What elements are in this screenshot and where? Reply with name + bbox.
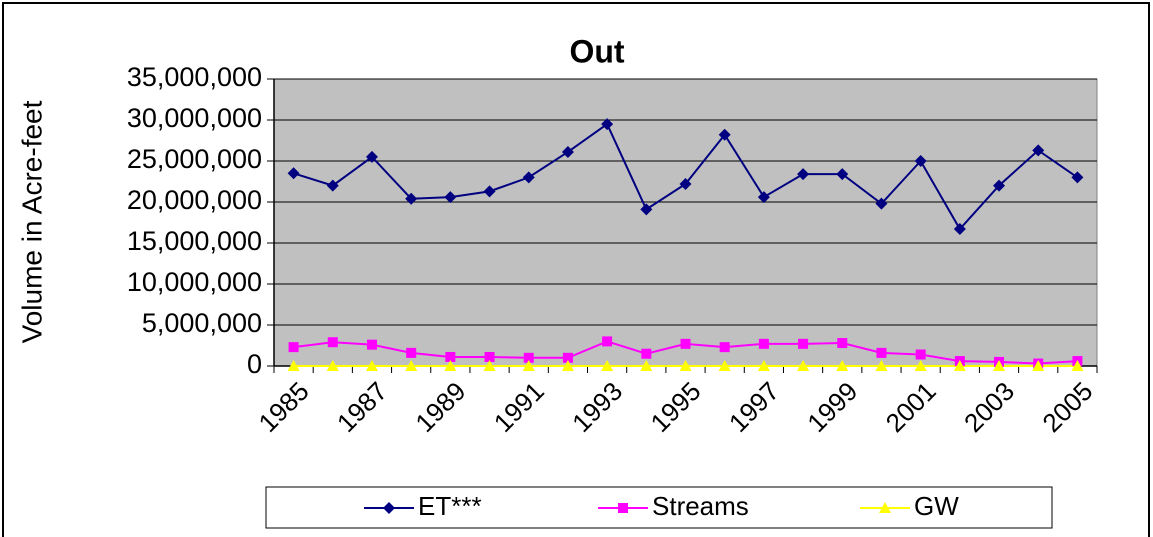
marker	[914, 155, 927, 167]
marker	[875, 197, 888, 210]
marker	[366, 339, 377, 350]
y-tick-label: 25,000,000	[127, 144, 262, 174]
marker	[365, 150, 378, 163]
marker	[405, 192, 418, 205]
marker	[757, 191, 770, 204]
marker	[287, 167, 300, 180]
marker	[797, 360, 810, 371]
marker	[561, 360, 574, 371]
marker	[718, 128, 731, 141]
marker	[641, 348, 652, 359]
marker	[326, 360, 339, 371]
marker	[562, 352, 573, 363]
marker	[758, 338, 769, 349]
marker	[797, 168, 810, 181]
marker	[1071, 360, 1084, 371]
marker	[836, 360, 849, 371]
marker	[602, 336, 613, 347]
marker	[915, 349, 926, 360]
marker	[288, 342, 299, 353]
marker	[523, 352, 534, 363]
marker	[879, 502, 891, 513]
marker	[601, 118, 614, 131]
marker	[640, 360, 653, 371]
marker	[640, 203, 653, 216]
marker	[561, 145, 574, 158]
marker	[383, 502, 395, 514]
y-axis-label: Volume in Acre-feet	[16, 100, 47, 343]
chart-title: Out	[569, 33, 624, 69]
marker	[876, 347, 887, 358]
marker	[522, 171, 535, 184]
marker	[444, 360, 457, 371]
marker	[326, 179, 339, 192]
marker	[484, 351, 495, 362]
marker	[953, 223, 966, 236]
marker	[757, 360, 770, 371]
marker	[406, 347, 417, 358]
marker	[837, 338, 848, 349]
marker	[993, 360, 1006, 371]
marker	[405, 360, 418, 371]
marker	[679, 177, 692, 190]
marker	[914, 360, 927, 371]
y-tick-label: 10,000,000	[127, 267, 262, 297]
y-tick-label: 5,000,000	[142, 308, 262, 338]
marker	[483, 360, 496, 371]
marker	[1032, 360, 1045, 371]
marker	[365, 360, 378, 371]
y-tick-label: 35,000,000	[127, 62, 262, 92]
y-tick-label: 15,000,000	[127, 226, 262, 256]
y-tick-label: 30,000,000	[127, 103, 262, 133]
marker	[601, 360, 614, 371]
marker	[718, 360, 731, 371]
marker	[836, 168, 849, 181]
legend-label: ET***	[418, 491, 482, 521]
marker	[287, 360, 300, 371]
y-tick-label: 0	[247, 349, 262, 379]
marker	[679, 360, 692, 371]
marker	[993, 179, 1006, 192]
marker	[680, 338, 691, 349]
marker	[522, 360, 535, 371]
marker	[618, 503, 628, 513]
marker	[719, 342, 730, 353]
marker	[798, 338, 809, 349]
marker	[327, 337, 338, 348]
plot-area	[273, 78, 1098, 367]
legend-label: Streams	[652, 491, 749, 521]
marker	[445, 351, 456, 362]
legend-label: GW	[914, 491, 959, 521]
marker	[953, 360, 966, 371]
marker	[483, 185, 496, 198]
marker	[1071, 171, 1084, 184]
marker	[444, 191, 457, 204]
y-tick-label: 20,000,000	[127, 185, 262, 215]
marker	[1032, 144, 1045, 157]
marker	[875, 360, 888, 371]
